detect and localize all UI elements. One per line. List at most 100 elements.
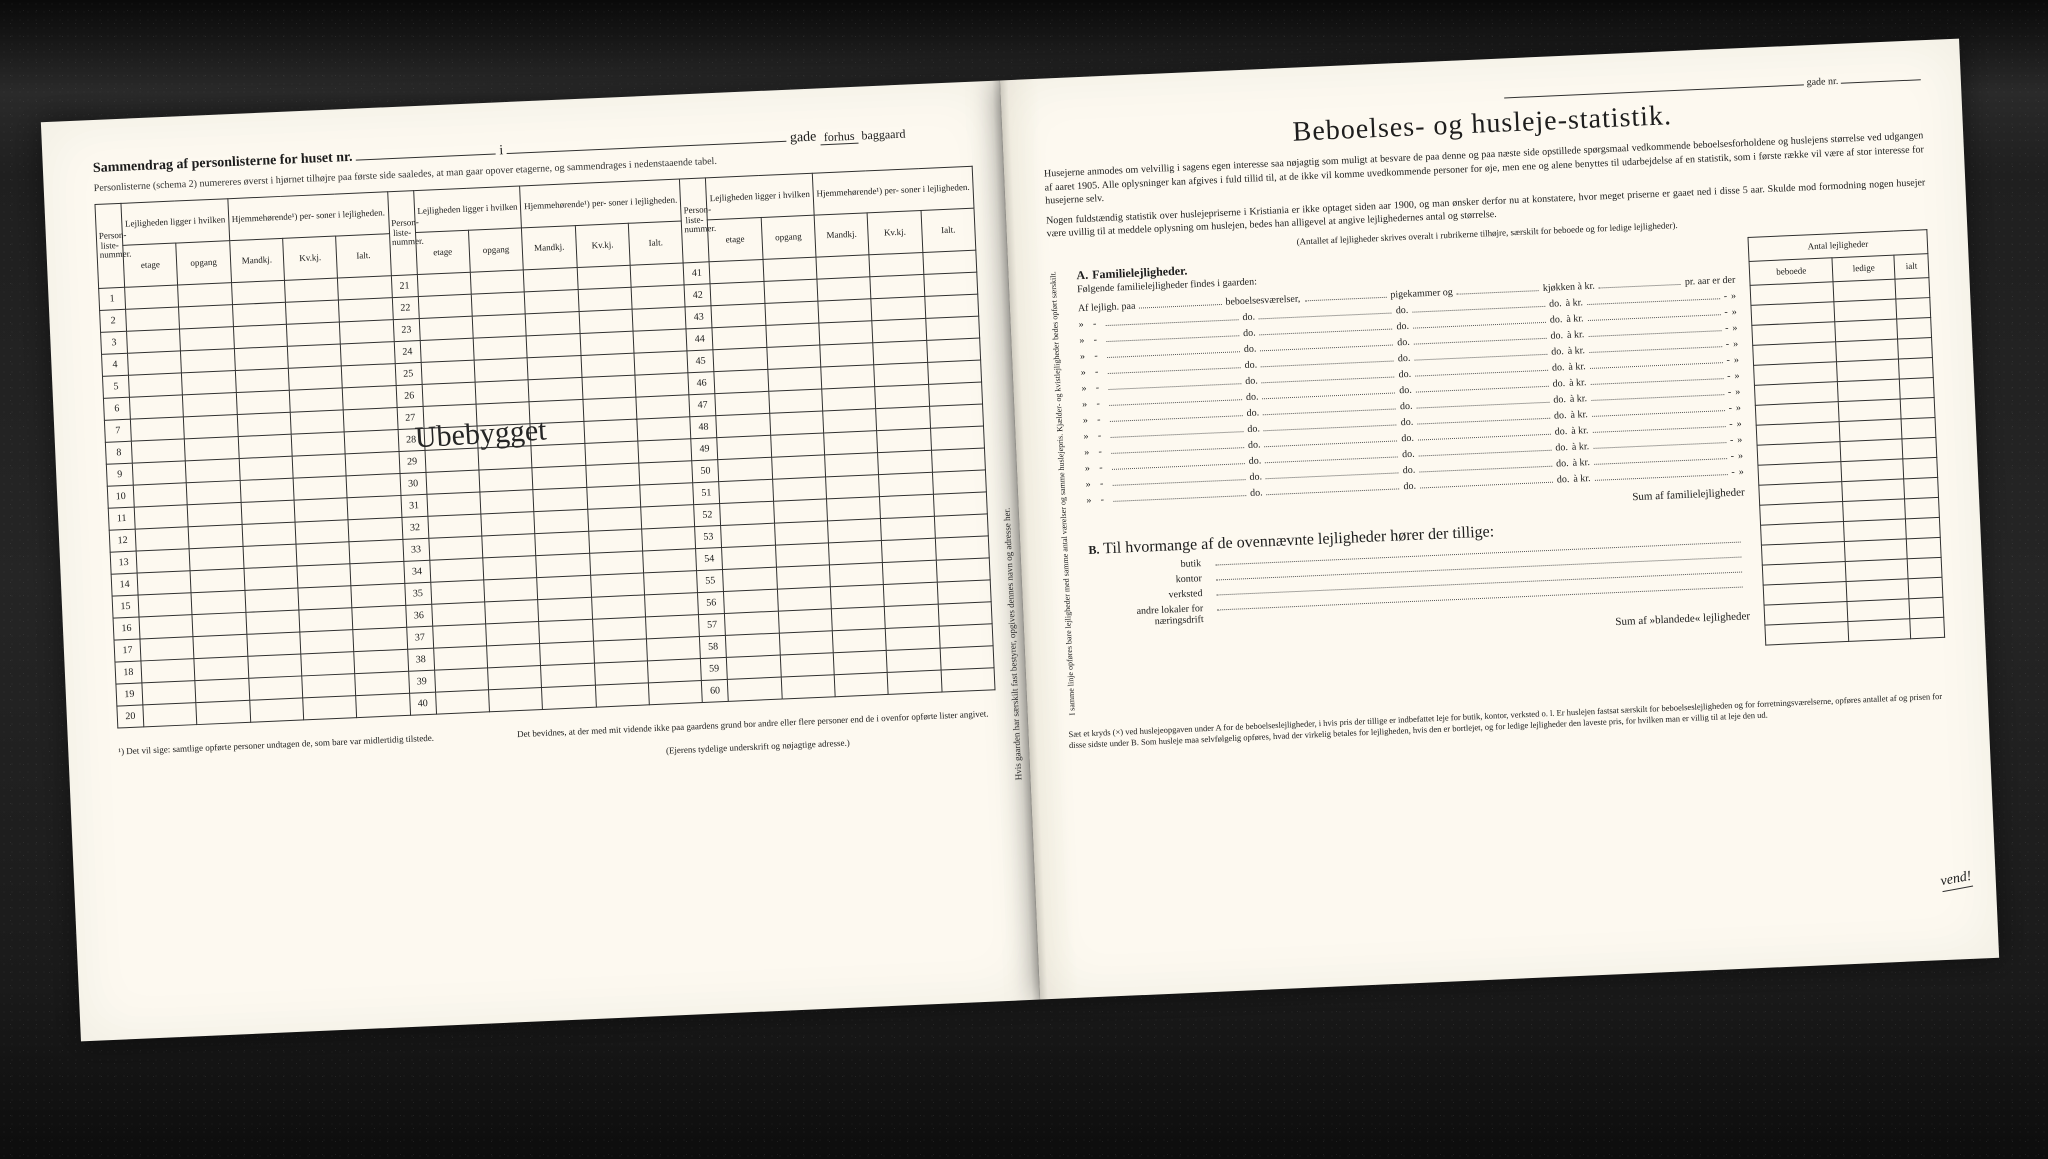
row-number-cell: 4 xyxy=(102,353,129,376)
dash: - xyxy=(1095,494,1109,506)
th-personliste-2: Person- liste- nummer. xyxy=(387,191,417,276)
dash: - xyxy=(1092,430,1106,442)
row-number-cell: 34 xyxy=(403,560,430,583)
quote: » xyxy=(1734,354,1739,365)
empty-cell xyxy=(187,502,241,526)
side-cell xyxy=(1899,357,1934,378)
empty-cell xyxy=(926,338,980,362)
row-number-cell: 11 xyxy=(108,507,135,530)
side-cell xyxy=(1765,621,1849,645)
blank xyxy=(1260,335,1393,351)
empty-cell xyxy=(631,285,685,309)
empty-cell xyxy=(432,624,486,648)
empty-cell xyxy=(639,461,693,485)
dash: - xyxy=(1091,398,1105,410)
th-ialt-c: Ialt. xyxy=(921,208,976,252)
empty-cell xyxy=(940,646,994,670)
blank xyxy=(1419,456,1552,472)
empty-cell xyxy=(355,671,409,695)
empty-cell xyxy=(780,653,834,677)
quote: » xyxy=(1738,450,1743,461)
empty-cell xyxy=(714,369,768,393)
empty-cell xyxy=(134,505,188,529)
empty-cell xyxy=(535,531,589,555)
row-number-cell: 39 xyxy=(408,670,435,693)
blank xyxy=(1259,319,1392,335)
dash: - xyxy=(1726,354,1730,365)
empty-cell xyxy=(345,452,399,476)
empty-cell xyxy=(637,417,691,441)
row-number-cell: 8 xyxy=(105,441,132,464)
blank xyxy=(1592,417,1725,433)
fam-pige: pigekammer og xyxy=(1390,286,1453,300)
empty-cell xyxy=(353,627,407,651)
side-cell xyxy=(1836,339,1899,362)
empty-cell xyxy=(420,338,474,362)
empty-cell xyxy=(191,590,245,614)
a-heading: Familielejligheder. xyxy=(1092,263,1188,281)
do: do. xyxy=(1249,471,1262,483)
empty-cell xyxy=(525,312,579,336)
empty-cell xyxy=(125,285,179,309)
do: do. xyxy=(1553,394,1566,406)
side-cell xyxy=(1837,358,1900,381)
empty-cell xyxy=(126,307,180,331)
do: do. xyxy=(1247,423,1260,435)
quote: » xyxy=(1738,466,1743,477)
quote: » xyxy=(1085,462,1090,473)
empty-cell xyxy=(298,586,352,610)
blank xyxy=(1593,449,1726,465)
akr: à kr. xyxy=(1571,425,1589,437)
empty-cell xyxy=(286,322,340,346)
empty-cell xyxy=(766,345,820,369)
blank xyxy=(1420,472,1553,488)
empty-cell xyxy=(713,347,767,371)
row-number-cell: 31 xyxy=(401,494,428,517)
empty-cell xyxy=(832,628,886,652)
fraction-top: forhus xyxy=(820,128,859,145)
right-page: gade nr. Beboelses- og husleje-statistik… xyxy=(1000,39,1999,1000)
empty-cell xyxy=(727,655,781,679)
blank xyxy=(1413,312,1546,328)
dash: - xyxy=(1728,386,1732,397)
row-number-cell: 33 xyxy=(403,538,430,561)
dash: - xyxy=(1092,414,1106,426)
row-number-cell: 57 xyxy=(699,613,726,636)
empty-cell xyxy=(356,693,410,717)
row-number-cell: 51 xyxy=(693,482,720,505)
empty-cell xyxy=(422,382,476,406)
empty-cell xyxy=(933,492,987,516)
empty-cell xyxy=(712,325,766,349)
empty-cell xyxy=(717,435,771,459)
do: do. xyxy=(1403,464,1416,476)
row-number-cell: 43 xyxy=(685,306,712,329)
empty-cell xyxy=(342,364,396,388)
empty-cell xyxy=(243,544,297,568)
blank xyxy=(1416,392,1549,408)
empty-cell xyxy=(344,430,398,454)
empty-cell xyxy=(540,641,594,665)
blank xyxy=(1110,422,1243,438)
do: do. xyxy=(1554,426,1567,438)
empty-cell xyxy=(429,536,483,560)
side-tbody xyxy=(1750,277,1945,644)
empty-cell xyxy=(192,612,246,636)
empty-cell xyxy=(132,461,186,485)
th-lejlighed-c: Lejligheden ligger i hvilken xyxy=(706,173,814,220)
do: do. xyxy=(1396,320,1409,332)
empty-cell xyxy=(881,516,935,540)
empty-cell xyxy=(293,476,347,500)
th-personliste: Person- liste- nummer. xyxy=(95,203,125,288)
empty-cell xyxy=(527,355,581,379)
empty-cell xyxy=(923,272,977,296)
side-cell xyxy=(1840,418,1903,441)
empty-cell xyxy=(928,382,982,406)
empty-cell xyxy=(870,274,924,298)
row-number-cell: 38 xyxy=(407,648,434,671)
empty-cell xyxy=(238,434,292,458)
empty-cell xyxy=(641,505,695,529)
empty-cell xyxy=(932,470,986,494)
row-number-cell: 59 xyxy=(701,657,728,680)
blank-gadenr-right xyxy=(1840,70,1920,83)
quote: » xyxy=(1736,402,1741,413)
